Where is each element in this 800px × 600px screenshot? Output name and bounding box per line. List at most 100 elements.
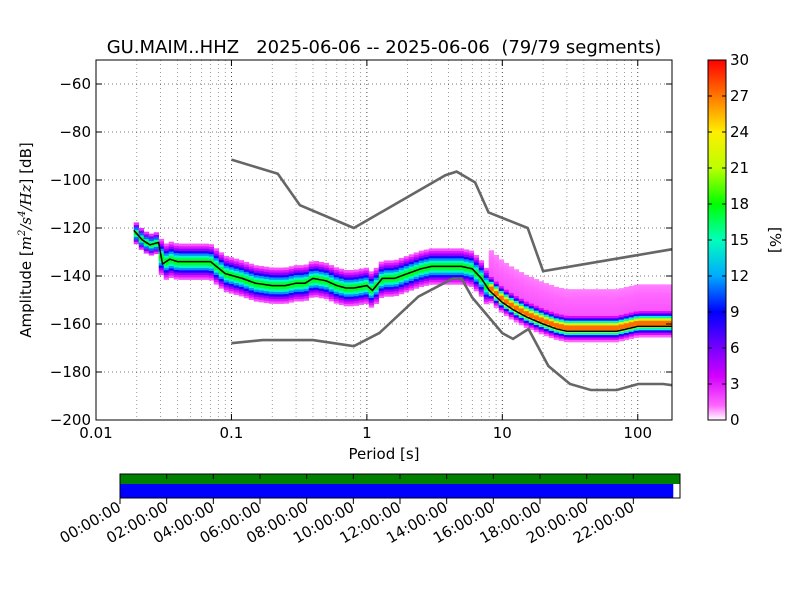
heatmap-cell (513, 281, 520, 285)
heatmap-cell (193, 258, 200, 261)
heatmap-cell (158, 270, 165, 273)
heatmap-cell (513, 288, 520, 292)
heatmap-cell (268, 293, 275, 297)
heatmap-cell (308, 268, 315, 272)
heatmap-cell (653, 322, 660, 326)
heatmap-cell (608, 334, 615, 338)
heatmap-cell (243, 266, 250, 270)
heatmap-cell (273, 298, 280, 302)
heatmap-cell (478, 286, 485, 290)
heatmap-cell (623, 296, 630, 300)
heatmap-cell (648, 313, 655, 316)
heatmap-cell (503, 284, 510, 288)
heatmap-cell (278, 267, 285, 271)
heatmap-cell (368, 278, 375, 282)
heatmap-cell (503, 291, 510, 295)
heatmap-cell (468, 269, 475, 273)
heatmap-cell (348, 303, 355, 307)
heatmap-cell (628, 309, 635, 313)
heatmap-cell (488, 288, 495, 292)
heatmap-cell (553, 308, 560, 312)
heatmap-cell (233, 263, 240, 267)
heatmap-cell (493, 269, 500, 272)
heatmap-cell (528, 308, 535, 311)
heatmap-cell (403, 263, 410, 267)
heatmap-cell (623, 332, 630, 336)
heatmap-cell (213, 262, 220, 266)
heatmap-cell (283, 288, 290, 292)
heatmap-cell (508, 285, 515, 289)
heatmap-cell (318, 276, 325, 280)
heatmap-cell (238, 264, 245, 268)
heatmap-cell (383, 284, 390, 288)
heatmap-cell (368, 271, 375, 275)
heatmap-cell (258, 278, 265, 281)
heatmap-cell (363, 294, 370, 297)
heatmap-cell (278, 279, 285, 283)
heatmap-cell (543, 314, 550, 318)
heatmap-cell (588, 320, 595, 324)
heatmap-cell (313, 280, 320, 283)
heatmap-cell (518, 320, 525, 323)
heatmap-cell (653, 310, 660, 314)
heatmap-cell (313, 275, 320, 279)
heatmap-cell (303, 269, 310, 273)
heatmap-cell (653, 308, 660, 312)
heatmap-cell (383, 282, 390, 285)
heatmap-cell (543, 283, 550, 286)
heatmap-cell (223, 258, 230, 261)
heatmap-cell (553, 291, 560, 295)
heatmap-cell (338, 268, 345, 272)
mode-line (133, 229, 672, 332)
heatmap-cell (488, 293, 495, 297)
heatmap-cell (313, 272, 320, 276)
heatmap-cell (218, 281, 225, 284)
heatmap-cell (473, 283, 480, 287)
heatmap-cell (593, 315, 600, 319)
heatmap-cell (518, 303, 525, 307)
heatmap-cell (388, 284, 395, 288)
heatmap-cell (398, 272, 405, 276)
heatmap-cell (568, 298, 575, 302)
heatmap-cell (383, 267, 390, 271)
heatmap-cell (608, 337, 615, 340)
heatmap-cell (448, 274, 455, 278)
heatmap-cell (558, 321, 565, 325)
heatmap-cell (503, 299, 510, 302)
heatmap-cell (528, 276, 535, 280)
heatmap-cell (513, 319, 520, 323)
colorbar-tick-label: 30 (730, 51, 749, 69)
heatmap-cell (523, 277, 530, 280)
heatmap-cell (493, 298, 500, 301)
heatmap-cell (298, 286, 305, 290)
heatmap-cell (213, 277, 220, 280)
heatmap-cell (368, 273, 375, 277)
low-noise-model-line (231, 277, 672, 392)
heatmap-cell (388, 282, 395, 285)
heatmap-cell (523, 289, 530, 292)
heatmap-cell (393, 264, 400, 268)
heatmap-cell (428, 248, 435, 252)
heatmap-cell (648, 289, 655, 292)
heatmap-cell (148, 238, 155, 242)
heatmap-cell (478, 291, 485, 295)
heatmap-cell (353, 298, 360, 302)
heatmap-cell (213, 253, 220, 256)
heatmap-cell (543, 326, 550, 330)
heatmap-cell (433, 277, 440, 280)
heatmap-cell (653, 306, 660, 309)
heatmap-cell (593, 289, 600, 292)
heatmap-cell (143, 231, 150, 235)
heatmap-cell (553, 310, 560, 314)
heatmap-cell (648, 330, 655, 333)
heatmap-cell (498, 307, 505, 311)
heatmap-cell (238, 272, 245, 275)
heatmap-cell (303, 286, 310, 289)
heatmap-cell (308, 287, 315, 291)
heatmap-cell (653, 313, 660, 316)
heatmap-cell (553, 303, 560, 307)
heatmap-cell (198, 248, 205, 252)
heatmap-cell (143, 234, 150, 237)
heatmap-cell (508, 273, 515, 277)
heatmap-cell (258, 273, 265, 276)
